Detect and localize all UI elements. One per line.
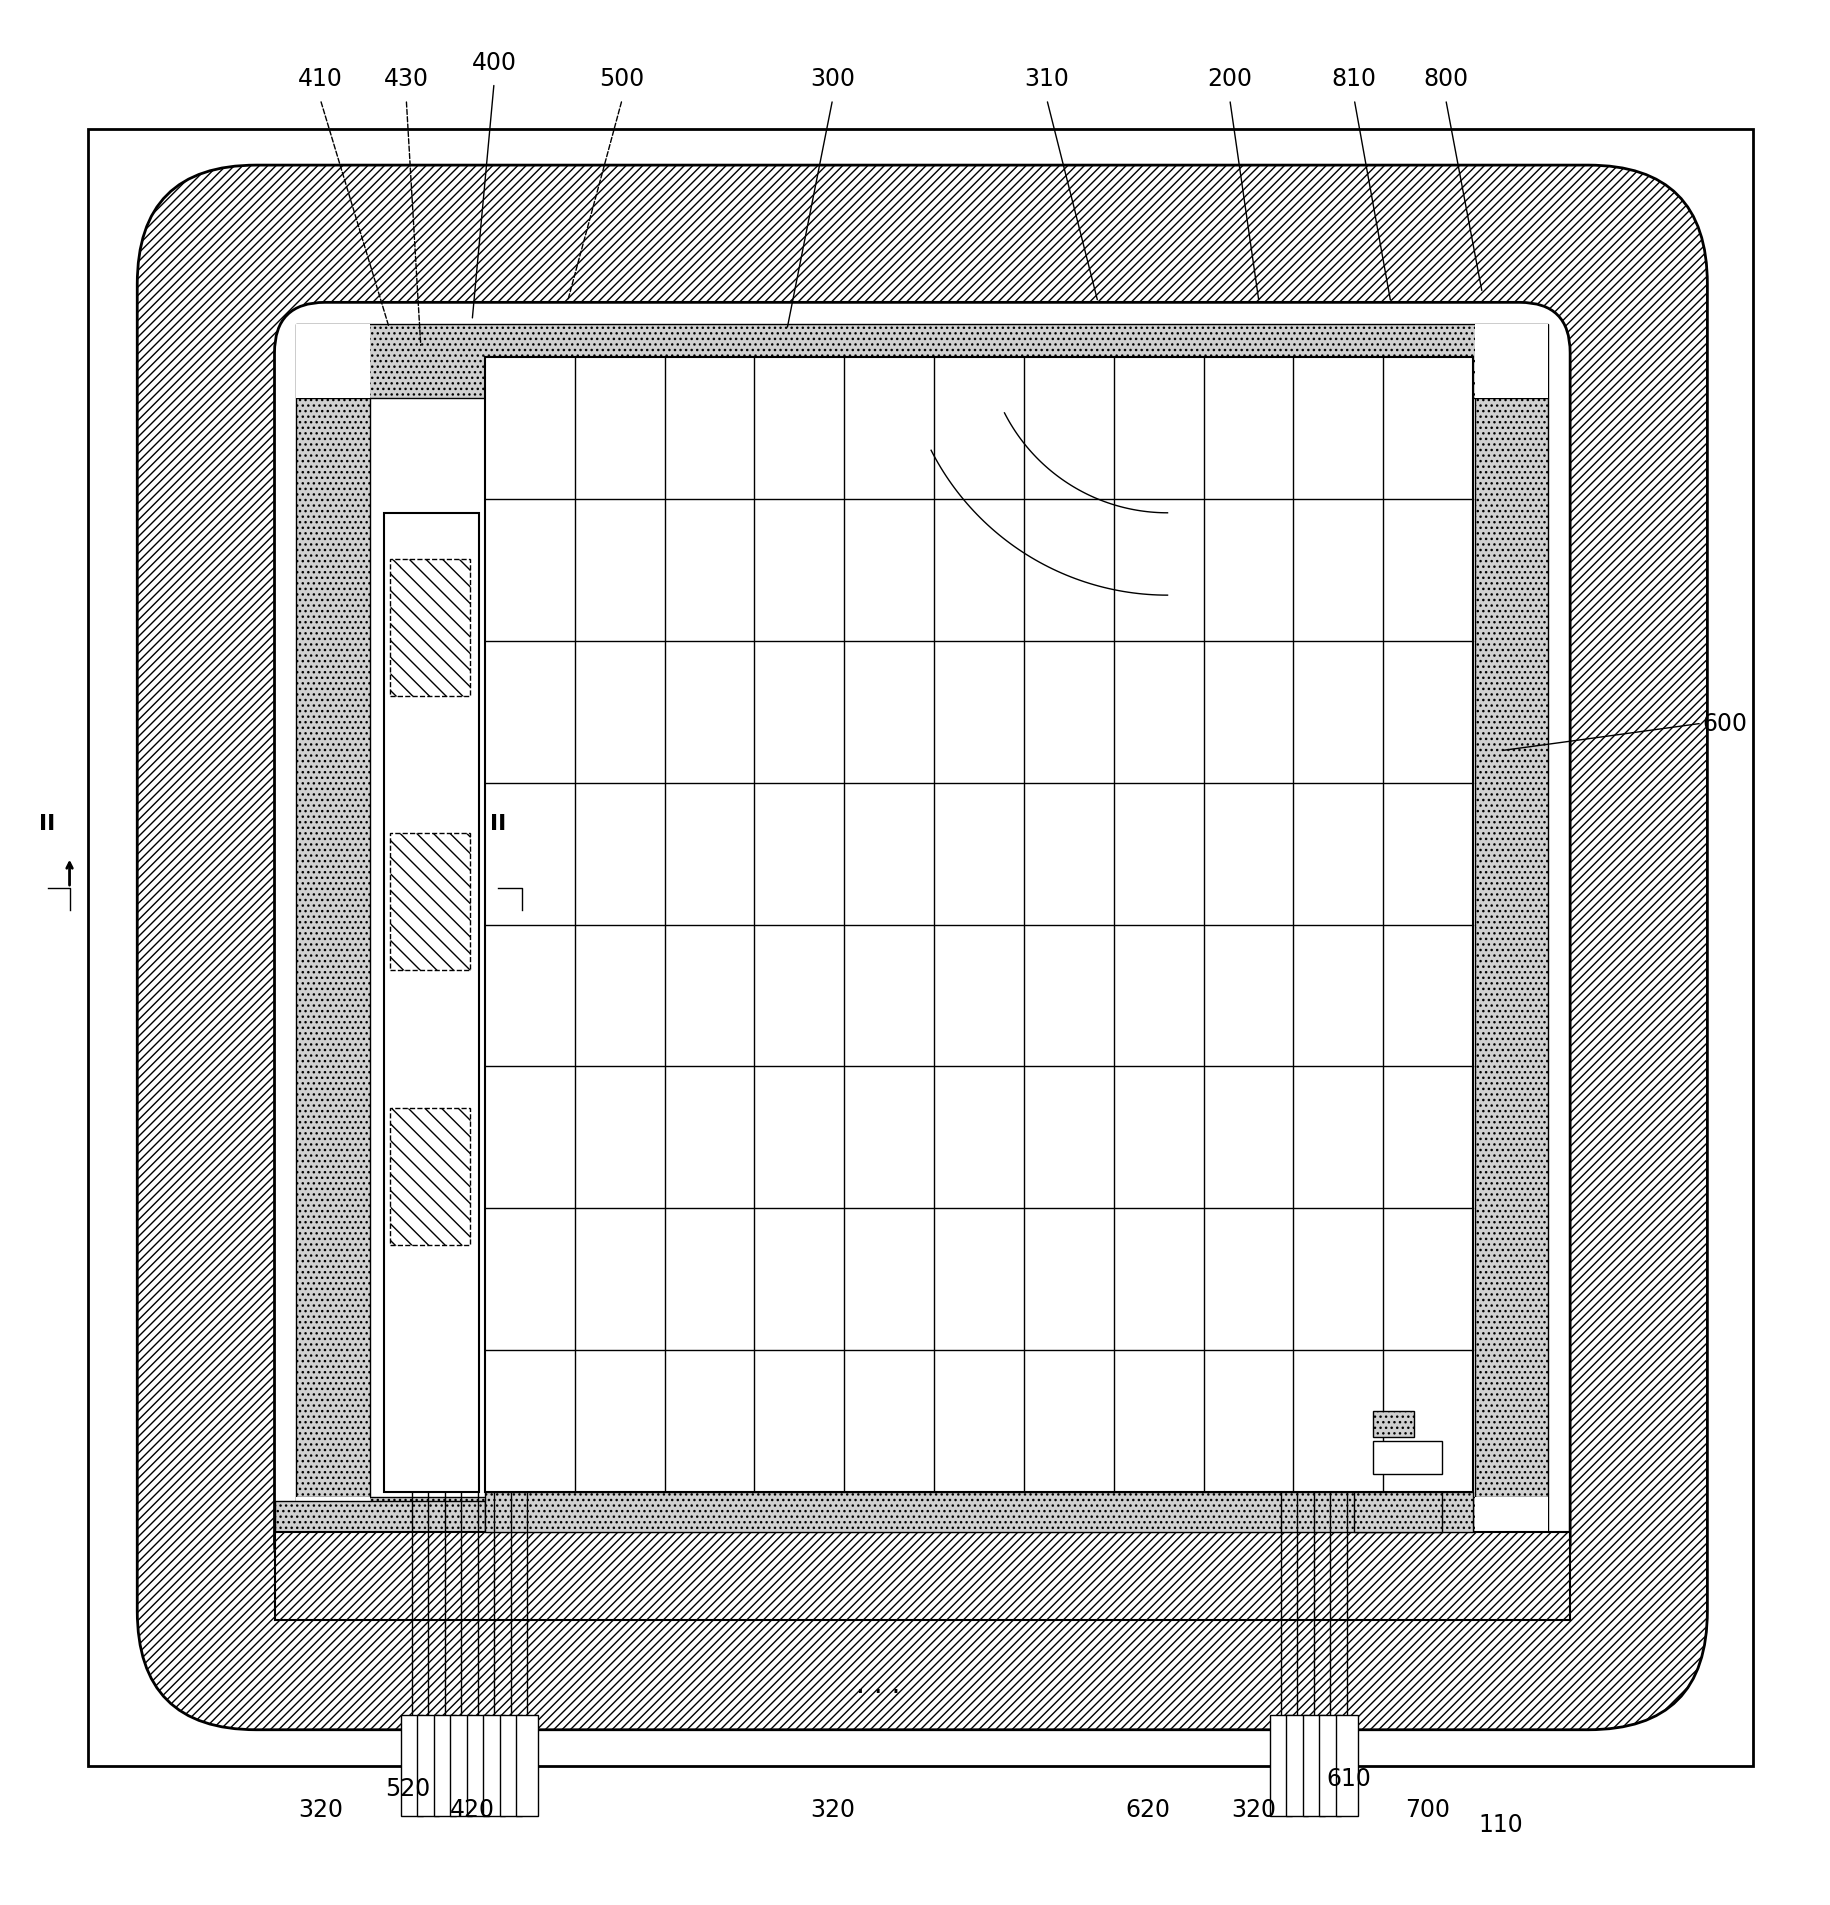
Bar — [296, 1497, 1548, 1572]
Text: 320: 320 — [1232, 1798, 1276, 1821]
Text: 310: 310 — [1025, 67, 1069, 91]
Text: 800: 800 — [1424, 67, 1468, 91]
Bar — [1336, 1714, 1358, 1815]
Bar — [417, 1714, 439, 1815]
Text: 200: 200 — [1208, 67, 1252, 91]
Bar — [1372, 1440, 1442, 1474]
Bar — [401, 1714, 423, 1815]
Bar — [1303, 1714, 1325, 1815]
Bar — [88, 130, 1753, 1766]
Bar — [1372, 1412, 1415, 1436]
Text: 430: 430 — [384, 67, 428, 91]
Text: 600: 600 — [1702, 712, 1748, 735]
FancyBboxPatch shape — [137, 166, 1707, 1730]
Bar — [384, 514, 479, 1492]
Bar — [483, 1714, 505, 1815]
Text: 520: 520 — [386, 1775, 430, 1800]
Bar — [296, 326, 370, 398]
Text: II: II — [40, 813, 55, 834]
Bar — [485, 1492, 1473, 1532]
Bar — [450, 1714, 472, 1815]
Text: 620: 620 — [1125, 1798, 1169, 1821]
Text: 420: 420 — [450, 1798, 494, 1821]
Text: . . .: . . . — [856, 1671, 900, 1697]
Bar — [1475, 326, 1548, 398]
Bar — [296, 1497, 370, 1572]
Bar — [467, 1714, 489, 1815]
Bar — [274, 1501, 485, 1532]
Bar — [274, 1532, 1570, 1619]
Text: 500: 500 — [600, 67, 644, 91]
Text: 320: 320 — [298, 1798, 342, 1821]
Text: 320: 320 — [811, 1798, 855, 1821]
Bar — [516, 1714, 538, 1815]
Text: 410: 410 — [298, 67, 342, 91]
Bar — [434, 1714, 456, 1815]
Text: 110: 110 — [1479, 1812, 1523, 1836]
Text: II: II — [490, 813, 505, 834]
Bar — [1270, 1714, 1292, 1815]
Bar — [1475, 398, 1548, 1497]
Bar — [1354, 1492, 1442, 1532]
Text: 300: 300 — [811, 67, 855, 91]
Text: 400: 400 — [472, 51, 516, 74]
Bar — [1319, 1714, 1341, 1815]
Bar — [390, 834, 470, 972]
FancyBboxPatch shape — [274, 303, 1570, 1593]
Bar — [500, 1714, 522, 1815]
Bar — [390, 560, 470, 697]
Text: 700: 700 — [1405, 1798, 1449, 1821]
Bar — [296, 398, 370, 1497]
Bar — [390, 1109, 470, 1246]
Text: 810: 810 — [1332, 67, 1376, 91]
Bar — [296, 326, 1548, 398]
Text: 610: 610 — [1327, 1766, 1371, 1791]
Bar — [1475, 1497, 1548, 1572]
Bar — [485, 358, 1473, 1492]
Bar — [1286, 1714, 1308, 1815]
